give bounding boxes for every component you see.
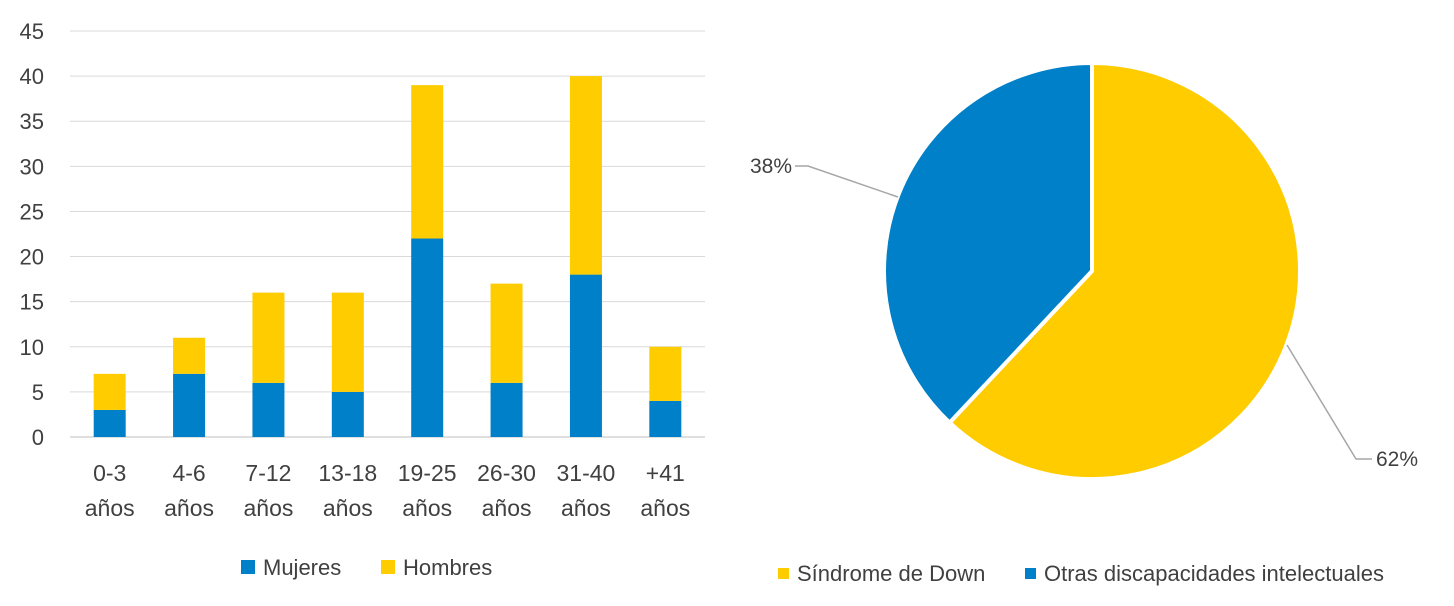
x-tick-label: 7-12 xyxy=(245,460,291,486)
pie-chart-legend: Síndrome de Down Otras discapacidades int… xyxy=(778,561,1384,586)
bar-hombres-13-18 xyxy=(331,292,364,392)
bar-hombres-19-25 xyxy=(411,85,444,239)
x-tick-label: 0-3 xyxy=(93,460,126,486)
x-tick-label: años xyxy=(85,495,135,521)
y-tick-label: 10 xyxy=(20,335,44,360)
y-tick-label: 15 xyxy=(20,290,44,315)
x-tick-label: años xyxy=(561,495,611,521)
x-tick-label: años xyxy=(402,495,452,521)
legend-swatch-mujeres xyxy=(241,560,255,574)
x-tick-label: años xyxy=(244,495,294,521)
bar-mujeres-4-6 xyxy=(173,373,206,437)
x-tick-label: 26-30 xyxy=(477,460,536,486)
y-tick-label: 45 xyxy=(20,19,44,44)
legend-label: Mujeres xyxy=(263,555,341,580)
bar-mujeres-+41 xyxy=(649,400,682,437)
x-tick-label: 13-18 xyxy=(318,460,377,486)
pie-data-label: 38% xyxy=(750,155,792,178)
x-tick-label: 31-40 xyxy=(557,460,616,486)
y-tick-label: 30 xyxy=(20,154,44,179)
bar-mujeres-19-25 xyxy=(411,238,444,437)
x-tick-label: 19-25 xyxy=(398,460,457,486)
y-tick-label: 20 xyxy=(20,245,44,270)
bar-hombres-+41 xyxy=(649,346,682,401)
y-tick-label: 35 xyxy=(20,109,44,134)
bar-mujeres-0-3 xyxy=(93,409,126,437)
pie-chart: 62% 38% Síndrome de Down Otras discapacida… xyxy=(750,61,1418,586)
pie-data-labels: 62% 38% xyxy=(750,155,1418,471)
pie-slices xyxy=(882,61,1302,481)
bar-mujeres-7-12 xyxy=(252,382,285,437)
x-tick-label: años xyxy=(323,495,373,521)
legend-swatch-hombres xyxy=(381,560,395,574)
x-tick-label: 4-6 xyxy=(172,460,205,486)
bar-chart-legend: Mujeres Hombres xyxy=(241,555,492,580)
bar-mujeres-26-30 xyxy=(490,382,523,437)
legend-label: Síndrome de Down xyxy=(797,561,985,586)
legend-swatch-otras-discapacidades xyxy=(1025,568,1036,579)
y-tick-label: 25 xyxy=(20,199,44,224)
pie-slice-sindrome-de-down xyxy=(947,61,1302,481)
bar-mujeres-31-40 xyxy=(569,274,602,437)
bar-chart-gridlines xyxy=(70,30,705,438)
leader-line xyxy=(1286,344,1372,460)
bar-chart-bars xyxy=(93,76,682,437)
x-tick-label: años xyxy=(164,495,214,521)
bar-hombres-31-40 xyxy=(569,76,602,275)
bar-chart-y-axis: 0 5 10 15 20 25 30 35 40 45 xyxy=(20,19,44,450)
legend-swatch-sindrome-de-down xyxy=(778,568,789,579)
stacked-bar-chart: 0 5 10 15 20 25 30 35 40 45 0-3 años 4-6 años 7-12 año… xyxy=(20,19,705,580)
legend-label: Otras discapacidades intelectuales xyxy=(1044,561,1384,586)
bar-hombres-26-30 xyxy=(490,283,523,383)
bar-hombres-7-12 xyxy=(252,292,285,383)
y-tick-label: 5 xyxy=(32,380,44,405)
legend-label: Hombres xyxy=(403,555,492,580)
x-tick-label: años xyxy=(640,495,690,521)
bar-hombres-4-6 xyxy=(173,337,206,374)
bar-mujeres-13-18 xyxy=(331,391,364,437)
pie-data-label: 62% xyxy=(1376,448,1418,471)
leader-line xyxy=(795,165,899,198)
x-tick-label: años xyxy=(482,495,532,521)
x-tick-label: +41 xyxy=(646,460,685,486)
bar-hombres-0-3 xyxy=(93,373,126,410)
pie-slice-otras-discapacidades xyxy=(882,61,1094,425)
y-tick-label: 40 xyxy=(20,64,44,89)
y-tick-label: 0 xyxy=(32,425,44,450)
bar-chart-x-axis: 0-3 años 4-6 años 7-12 años 13-18 años 19-25 años… xyxy=(85,460,691,521)
